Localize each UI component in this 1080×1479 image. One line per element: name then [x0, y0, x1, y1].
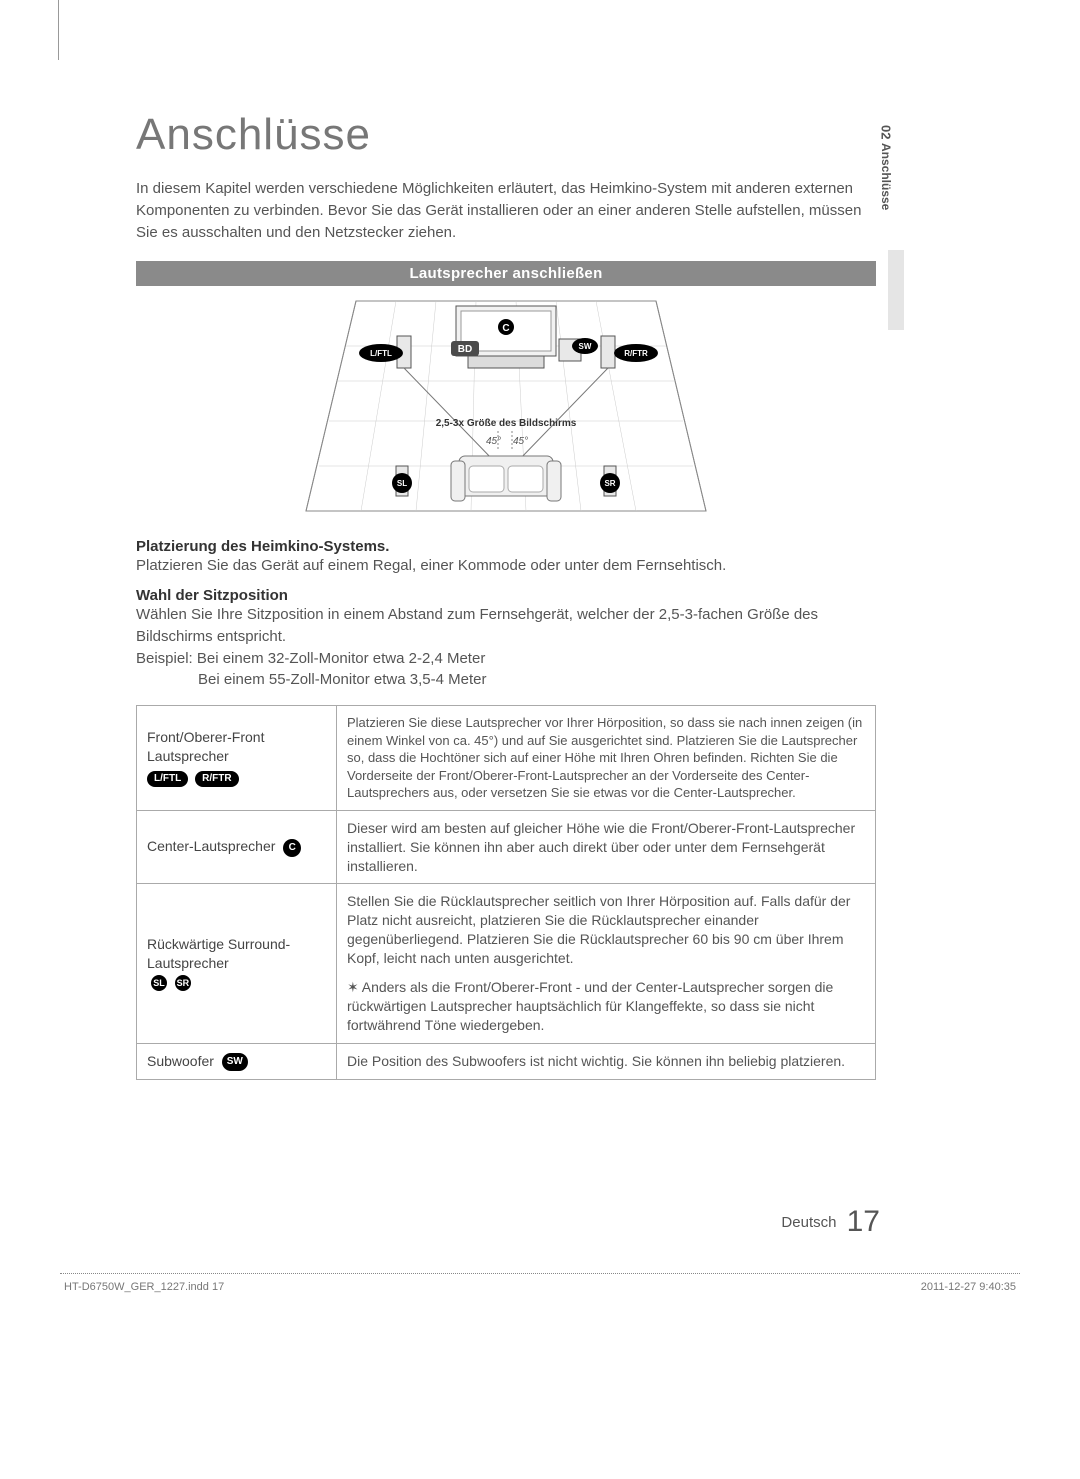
page-title: Anschlüsse — [136, 110, 876, 160]
row2-label: Center-Lautsprecher — [147, 838, 275, 854]
side-label: Anschlüsse — [879, 143, 893, 210]
svg-text:R/FTR: R/FTR — [624, 349, 648, 358]
s2-text3: Bei einem 55-Zoll-Monitor etwa 3,5-4 Met… — [136, 669, 876, 691]
pill-rftr: R/FTR — [195, 771, 238, 787]
row3-label: Rückwärtige Surround-Lautsprecher — [147, 936, 290, 971]
svg-text:2,5-3x Größe des Bildschirms: 2,5-3x Größe des Bildschirms — [436, 418, 577, 429]
svg-text:SL: SL — [397, 479, 407, 488]
table-row: Front/Oberer-Front Lautsprecher L/FTL R/… — [137, 706, 337, 811]
dot-sw: SW — [222, 1053, 248, 1071]
s2-text2: Beispiel: Bei einem 32-Zoll-Monitor etwa… — [136, 648, 876, 670]
s1-heading: Platzierung des Heimkino-Systems. — [136, 538, 876, 555]
row2-desc: Dieser wird am besten auf gleicher Höhe … — [337, 810, 876, 884]
footer-page: Deutsch 17 — [781, 1205, 880, 1239]
svg-text:C: C — [502, 323, 509, 334]
section-bar: Lautsprecher anschließen — [136, 261, 876, 286]
svg-text:45°: 45° — [513, 436, 528, 447]
svg-text:BD: BD — [458, 344, 472, 355]
pill-lftl: L/FTL — [147, 771, 188, 787]
svg-text:L/FTL: L/FTL — [370, 349, 392, 358]
s2-heading: Wahl der Sitzposition — [136, 587, 876, 604]
s2-text1: Wählen Sie Ihre Sitzposition in einem Ab… — [136, 604, 876, 648]
row4-label: Subwoofer — [147, 1053, 214, 1069]
row1-desc: Platzieren Sie diese Lautsprecher vor Ih… — [337, 706, 876, 811]
svg-text:SR: SR — [604, 479, 615, 488]
row4-desc: Die Position des Subwoofers ist nicht wi… — [337, 1043, 876, 1079]
table-row: Subwoofer SW — [137, 1043, 337, 1079]
side-num: 02 — [879, 125, 894, 139]
speaker-diagram: C BD L/FTL R/FTR SW 2,5-3x Größe des Bil… — [136, 286, 876, 532]
speaker-table: Front/Oberer-Front Lautsprecher L/FTL R/… — [136, 705, 876, 1080]
intro-text: In diesem Kapitel werden verschiedene Mö… — [136, 178, 876, 243]
table-row: Rückwärtige Surround-Lautsprecher SL SR — [137, 884, 337, 1043]
footer-doc: HT-D6750W_GER_1227.indd 17 — [64, 1281, 224, 1293]
row3-desc: Stellen Sie die Rücklautsprecher seitlic… — [337, 884, 876, 1043]
table-row: Center-Lautsprecher C — [137, 810, 337, 884]
dot-sr: SR — [175, 975, 191, 991]
svg-text:SW: SW — [579, 342, 592, 351]
s1-text: Platzieren Sie das Gerät auf einem Regal… — [136, 555, 876, 577]
footer-datetime: 2011-12-27 9:40:35 — [921, 1281, 1016, 1293]
svg-text:45°: 45° — [486, 436, 501, 447]
row1-label: Front/Oberer-Front Lautsprecher — [147, 729, 264, 764]
dot-sl: SL — [151, 975, 167, 991]
dot-c: C — [283, 839, 301, 857]
